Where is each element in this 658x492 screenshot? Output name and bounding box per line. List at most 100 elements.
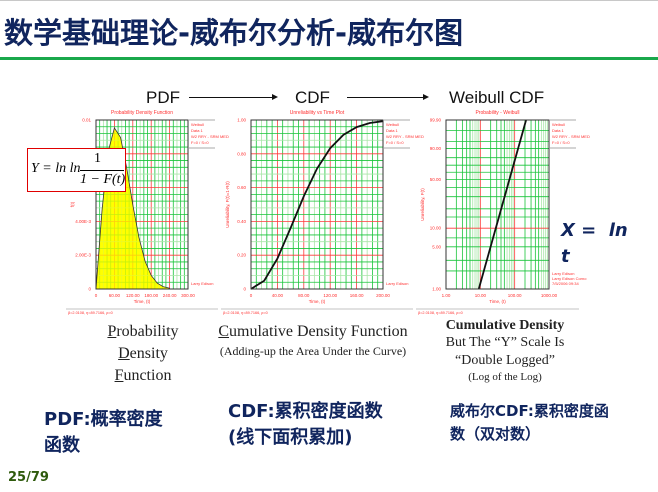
caption-weibull-title: Cumulative Density xyxy=(445,318,565,333)
page-number: 25/79 xyxy=(8,470,49,485)
caption-cdf-text: Cumulative Density Function xyxy=(218,323,408,340)
x-axis-label: Time, (t) xyxy=(489,299,506,304)
cn-label-cdf-1: CDF:累积密度函数 xyxy=(228,401,383,422)
caption-weibull-line2: “Double Logged” xyxy=(455,353,555,368)
x-formula: X = ln t xyxy=(561,220,628,267)
y-tick-label: 5.00 xyxy=(432,244,441,249)
fraction-bar xyxy=(80,170,124,171)
x-tick-label: 200.00 xyxy=(376,293,390,298)
author-label: Larry Edison xyxy=(386,281,408,286)
y-tick-label: 2.00E-3 xyxy=(75,253,91,258)
title-underline xyxy=(0,57,658,60)
y-tick-label: 0.20 xyxy=(237,253,246,258)
caption-pdf-2: Density xyxy=(118,345,168,362)
formula-numerator: 1 xyxy=(94,151,101,166)
x-tick-label: 80.00 xyxy=(298,293,310,298)
y-tick-label: 4.00E-3 xyxy=(75,219,91,224)
caption-cdf-sub: (Adding-up the Area Under the Curve) xyxy=(219,344,407,358)
cn-label-weibull-2: 数（双对数） xyxy=(450,425,541,443)
x-tick-label: 60.00 xyxy=(109,293,121,298)
x-tick-label: 120.00 xyxy=(126,293,140,298)
author-label: Larry Edison xyxy=(552,271,574,276)
x-tick-label: 1000.00 xyxy=(541,293,558,298)
y-axis-label: f(t) xyxy=(70,201,75,207)
y-tick-label: 0 xyxy=(243,287,246,292)
x-tick-label: 10.00 xyxy=(475,293,487,298)
cn-label-pdf-1: PDF:概率密度 xyxy=(44,409,163,430)
y-tick-label: 90.00 xyxy=(430,146,442,151)
caption-cdf-title: Cumulative Density Function xyxy=(203,323,423,341)
plot-frame xyxy=(250,119,384,290)
x-tick-label: 180.00 xyxy=(144,293,158,298)
cn-label-cdf-2: (线下面积累加) xyxy=(228,427,353,448)
y-axis-label: Unreliability, F(t) xyxy=(420,188,425,221)
legend-entry: F=0 / S=0 xyxy=(191,140,209,145)
y-axis-label: Unreliability, F(t)=1-R(t) xyxy=(225,181,230,228)
weibull-line xyxy=(477,119,527,290)
arrow-right-icon xyxy=(347,94,429,100)
y-tick-label: 0.01 xyxy=(82,118,91,123)
y-tick-label: 1.00 xyxy=(237,118,246,123)
x-tick-label: 240.00 xyxy=(163,293,177,298)
plot-frame xyxy=(445,119,550,290)
legend-entry: Weibull xyxy=(386,122,399,127)
x-tick-label: 160.00 xyxy=(350,293,364,298)
y-tick-label: 0.80 xyxy=(237,151,246,156)
x-tick-label: 300.00 xyxy=(181,293,195,298)
legend-entry: Data 1 xyxy=(386,128,399,133)
caption-pdf-3: Function xyxy=(114,367,172,384)
chart-title: Probability - Weibull xyxy=(475,110,519,116)
legend-entry: Data 1 xyxy=(191,128,204,133)
flow-cdf: CDF xyxy=(295,88,330,107)
legend-entry: F=0 / S=0 xyxy=(552,140,570,145)
legend-entry: W2 RRY - SRM MED xyxy=(386,134,424,139)
params-label: β=2.0108, η=89.7166, ρ=0 xyxy=(68,311,113,315)
x-tick-label: 0 xyxy=(95,293,98,298)
x-tick-label: 100.00 xyxy=(508,293,522,298)
formula-denominator: 1 − F(t) xyxy=(80,172,126,187)
x-tick-label: 1.00 xyxy=(442,293,451,298)
y-tick-label: 0.60 xyxy=(237,185,246,190)
chart-2 xyxy=(221,119,413,310)
y-formula-box: Y = ln ln 1 1 − F(t) xyxy=(27,148,126,192)
caption-pdf-1: Probability xyxy=(107,323,179,340)
y-tick-label: 99.90 xyxy=(430,118,442,123)
flow-weibull-cdf: Weibull CDF xyxy=(449,88,545,107)
legend-entry: W2 RRY - SRM MED xyxy=(191,134,229,139)
legend-entry: Weibull xyxy=(191,122,204,127)
y-tick-label: 0.40 xyxy=(237,219,246,224)
legend-entry: Weibull xyxy=(552,122,565,127)
x-axis-label: Time, (t) xyxy=(134,299,151,304)
x-tick-label: 120.00 xyxy=(323,293,337,298)
author-label: 7/5/2006 09:34 xyxy=(552,281,579,286)
chart-3 xyxy=(416,119,579,310)
chart-title: Unreliability vs Time Plot xyxy=(290,110,345,116)
x-axis-label: Time, (t) xyxy=(309,299,326,304)
cdf-curve xyxy=(250,120,384,290)
charts-area: Probability Density Function 0 60.00 120.00… xyxy=(66,110,590,315)
plot-frame xyxy=(95,119,189,290)
legend-entry: Data 1 xyxy=(552,128,565,133)
legend-entry: F=0 / S=0 xyxy=(386,140,404,145)
caption-weibull-sub: (Log of the Log) xyxy=(468,371,542,383)
y-tick-label: 0 xyxy=(88,287,91,292)
chart-title: Probability Density Function xyxy=(111,110,173,116)
cn-label-weibull-1: 威布尔CDF:累积密度函 xyxy=(450,402,609,420)
arrow-right-icon xyxy=(189,94,278,100)
legend-entry: W2 RRY - SRM MED xyxy=(552,134,590,139)
params-label: β=2.0108, η=89.7166, ρ=0 xyxy=(223,311,268,315)
y-tick-label: 50.00 xyxy=(430,177,442,182)
y-tick-label: 1.00 xyxy=(432,287,441,292)
author-label: Larry Edison Corno xyxy=(552,276,587,281)
caption-weibull-line1: But The “Y” Scale Is xyxy=(445,335,565,350)
x-tick-label: 40.00 xyxy=(272,293,284,298)
author-label: Larry Edison xyxy=(191,281,213,286)
flow-pdf: PDF xyxy=(146,88,180,107)
slide-title: 数学基础理论-威布尔分析-威布尔图 xyxy=(4,16,464,50)
formula-lhs: Y = ln ln xyxy=(31,161,81,176)
x-tick-label: 0 xyxy=(250,293,253,298)
cn-label-pdf-2: 函数 xyxy=(44,435,80,456)
params-label: β=2.0108, η=89.7166, ρ=0 xyxy=(418,311,463,315)
y-tick-label: 10.00 xyxy=(430,226,442,231)
top-border xyxy=(0,0,658,1)
